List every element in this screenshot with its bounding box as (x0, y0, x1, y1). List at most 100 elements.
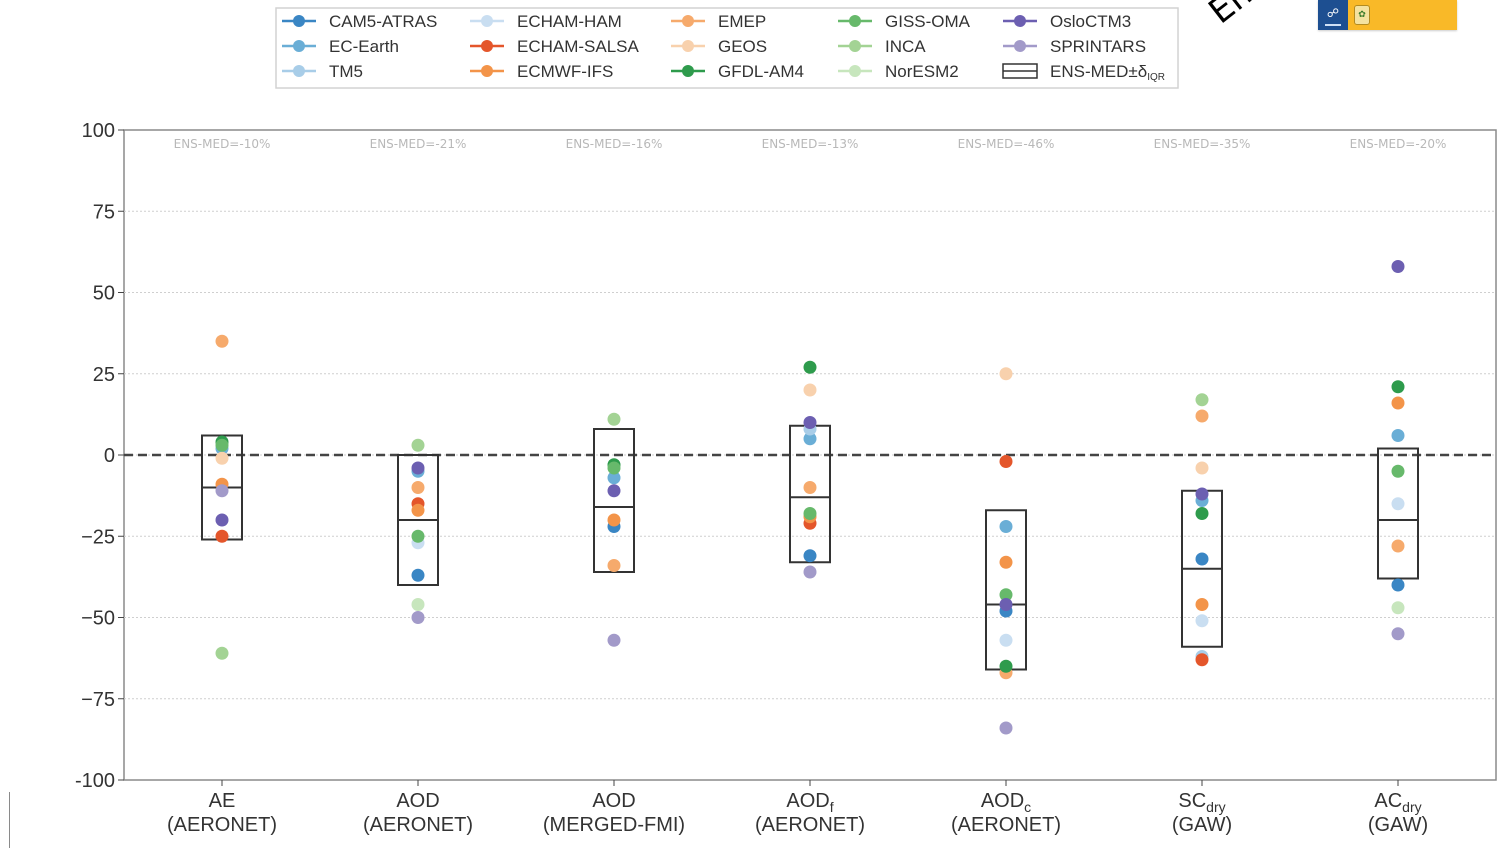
data-point (999, 721, 1013, 735)
data-point (411, 481, 425, 494)
legend-marker (481, 15, 493, 27)
legend-marker (1014, 15, 1026, 27)
data-point (411, 598, 425, 611)
wmo-logo-icon: ☍ (1318, 0, 1348, 30)
x-tick-source: (MERGED-FMI) (543, 814, 685, 836)
legend-marker (293, 40, 305, 52)
data-point (999, 555, 1013, 569)
data-point (411, 503, 425, 517)
y-tick-label: 50 (93, 283, 115, 305)
data-point (215, 646, 229, 660)
legend-marker (849, 15, 861, 27)
legend-label: OsloCTM3 (1050, 12, 1131, 31)
data-point (1391, 260, 1405, 273)
legend-label: EC-Earth (329, 37, 399, 56)
data-point (1195, 393, 1209, 407)
y-tick-label: 75 (93, 201, 115, 223)
legend-marker (293, 65, 305, 77)
ens-med-label: ENS-MED=-21% (370, 137, 467, 151)
x-tick-source: (AERONET) (951, 814, 1061, 836)
iqr-box (593, 428, 635, 573)
legend-marker (682, 15, 694, 27)
legend-label: GISS-OMA (885, 12, 971, 31)
y-tick-label: -100 (75, 770, 115, 792)
legend-marker (849, 65, 861, 77)
y-tick-label: 25 (93, 364, 115, 386)
emblem-logo-icon: ✿ (1354, 5, 1370, 25)
legend-marker (481, 40, 493, 52)
data-point (803, 416, 817, 429)
ens-med-label: ENS-MED=-35% (1154, 137, 1251, 151)
plot-area: 1007550250−25−50−75-100ENS-MED=-10%AE(AE… (75, 120, 1497, 836)
data-point (607, 513, 621, 527)
legend-label: TM5 (329, 62, 363, 81)
data-point (607, 471, 621, 485)
legend-marker (481, 65, 493, 77)
data-point (803, 481, 817, 494)
data-point (1391, 601, 1405, 615)
data-point (215, 451, 229, 465)
x-tick-label: SCdry (1178, 790, 1225, 815)
data-point (607, 559, 621, 572)
data-point (999, 520, 1013, 533)
data-point (999, 659, 1013, 673)
data-point (999, 588, 1013, 602)
data-point (607, 633, 621, 647)
x-tick-label: AOD (592, 790, 635, 812)
x-tick-source: (AERONET) (755, 814, 865, 836)
ens-med-label: ENS-MED=-13% (762, 137, 859, 151)
data-point (607, 412, 621, 426)
data-point (1195, 409, 1209, 423)
legend-marker (1014, 40, 1026, 52)
data-point (1195, 507, 1209, 520)
y-tick-label: −75 (81, 689, 115, 711)
data-point (803, 507, 817, 520)
data-point (803, 383, 817, 397)
data-point (803, 549, 817, 563)
data-point (999, 367, 1013, 381)
data-point (1195, 461, 1209, 475)
data-point (999, 598, 1013, 611)
data-point (1391, 539, 1405, 553)
data-point (215, 529, 229, 543)
data-point (803, 432, 817, 446)
data-point (411, 438, 425, 452)
x-tick-label: AODf (786, 790, 833, 815)
data-point (411, 611, 425, 624)
data-point (607, 461, 621, 475)
y-tick-label: −50 (81, 608, 115, 630)
ens-med-label: ENS-MED=-16% (566, 137, 663, 151)
legend-label: ECMWF-IFS (517, 62, 613, 81)
legend-label: CAM5-ATRAS (329, 12, 437, 31)
data-point (1195, 552, 1209, 566)
data-point (215, 484, 229, 498)
legend-marker (849, 40, 861, 52)
legend: CAM5-ATRAS EC-Earth TM5 ECHAM-HAM ECHAM-SALS… (275, 7, 1179, 89)
legend-marker (682, 65, 694, 77)
data-point (1195, 653, 1209, 667)
x-tick-label: AE (209, 790, 236, 812)
data-point (1391, 429, 1405, 442)
y-tick-label: 0 (104, 445, 115, 467)
data-point (215, 438, 229, 452)
legend-label: GEOS (718, 37, 767, 56)
legend-marker (682, 40, 694, 52)
legend-label: GFDL-AM4 (718, 62, 804, 81)
logo-banner: ☍ ✿ (1318, 0, 1457, 30)
legend-label: ECHAM-HAM (517, 12, 622, 31)
x-tick-label: AODc (981, 790, 1031, 815)
data-point (1391, 497, 1405, 511)
legend-label: EMEP (718, 12, 766, 31)
data-point (411, 529, 425, 543)
legend-label: INCA (885, 37, 926, 56)
legend-label: SPRINTARS (1050, 37, 1146, 56)
data-point (1391, 380, 1405, 394)
data-point (999, 455, 1013, 468)
data-point (1195, 487, 1209, 501)
ens-med-label: ENS-MED=-10% (174, 137, 271, 151)
data-point (1195, 614, 1209, 628)
data-point (1391, 464, 1405, 478)
data-point (803, 360, 817, 374)
legend-marker (293, 15, 305, 27)
